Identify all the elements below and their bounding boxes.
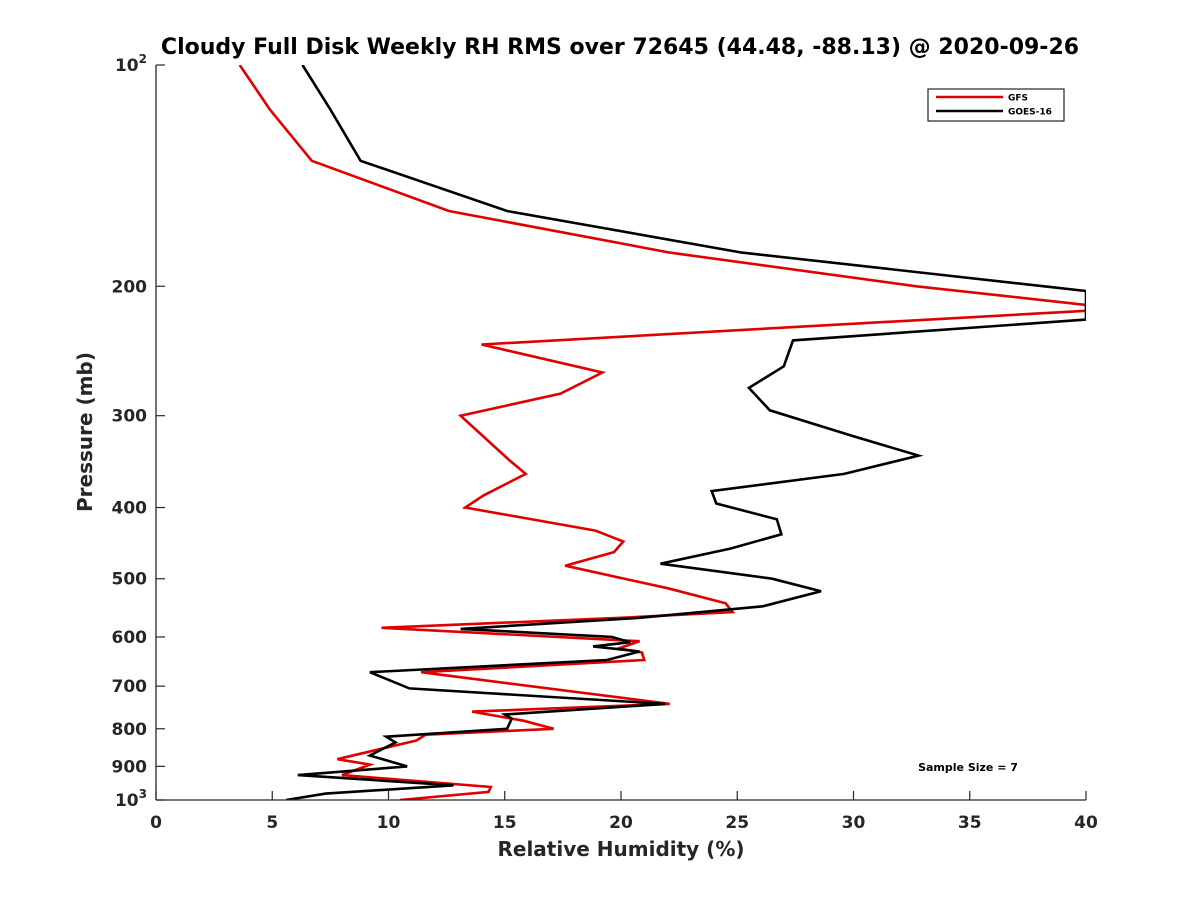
x-tick-label: 40 — [1074, 813, 1098, 833]
legend-entry-gfs: GFS — [1008, 94, 1028, 104]
x-axis-label: Relative Humidity (%) — [497, 837, 744, 861]
y-tick-label: 200 — [112, 277, 148, 297]
y-tick-label: 103 — [115, 787, 147, 811]
x-tick-label: 15 — [493, 813, 517, 833]
x-tick-label: 0 — [150, 813, 162, 833]
y-tick-label: 600 — [112, 628, 148, 648]
x-tick-label: 10 — [377, 813, 401, 833]
plot-area — [156, 65, 1086, 800]
x-tick-label: 35 — [958, 813, 982, 833]
x-tick-label: 5 — [266, 813, 278, 833]
sample-size-annotation: Sample Size = 7 — [918, 761, 1018, 774]
series-layer — [238, 65, 1086, 800]
y-tick-label: 700 — [112, 677, 148, 697]
series-line-goes-16 — [285, 65, 1086, 800]
chart-title: Cloudy Full Disk Weekly RH RMS over 7264… — [161, 35, 1079, 60]
x-tick-label: 30 — [842, 813, 866, 833]
legend-entry-goes-16: GOES-16 — [1008, 108, 1052, 118]
x-tick-label: 25 — [725, 813, 749, 833]
series-line-gfs — [238, 65, 1086, 800]
x-tick-label: 20 — [609, 813, 633, 833]
legend: GFS GOES-16 — [927, 88, 1065, 122]
y-tick-label: 400 — [112, 499, 148, 519]
axes-layer: 0 5 10 15 20 25 30 35 40 102 200 300 400 500 600 700 800… — [112, 52, 1098, 833]
plot-background — [156, 65, 1086, 800]
legend-box — [927, 88, 1065, 122]
y-tick-label: 800 — [112, 720, 148, 740]
y-tick-label: 500 — [112, 570, 148, 590]
y-tick-label: 102 — [115, 52, 147, 76]
y-axis-label: Pressure (mb) — [73, 352, 97, 512]
y-tick-label: 900 — [112, 757, 148, 777]
y-tick-label: 300 — [112, 407, 148, 427]
